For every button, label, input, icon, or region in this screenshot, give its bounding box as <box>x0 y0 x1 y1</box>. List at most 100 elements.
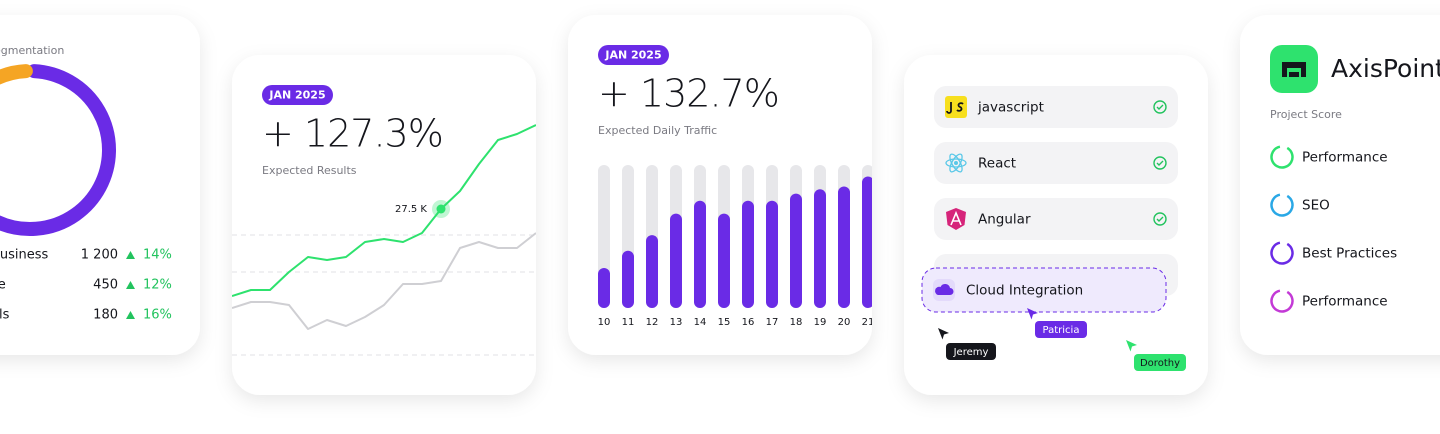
bar-chart: 10 11 12 13 14 15 16 17 18 19 20 21 <box>598 165 875 328</box>
x-tick-label: 11 <box>622 317 635 328</box>
tech-row[interactable] <box>934 198 1178 240</box>
js-icon <box>945 96 967 118</box>
trend-up <box>126 281 135 289</box>
x-tick-label: 15 <box>718 317 731 328</box>
card-title: Segmentation <box>0 44 64 57</box>
score-item: Performance <box>1302 294 1388 310</box>
trend-up <box>126 311 135 319</box>
score-label: Project Score <box>1270 108 1342 121</box>
score-list: Performance SEO Best Practices Performance <box>1270 145 1397 313</box>
cursor-name: Patricia <box>1043 325 1080 336</box>
line-chart: 27.5 K <box>232 124 536 330</box>
check-ring <box>1153 212 1167 226</box>
tech-row[interactable] <box>934 142 1178 184</box>
x-tick-label: 16 <box>742 317 755 328</box>
badge <box>262 85 333 105</box>
bar <box>598 267 610 308</box>
dragged-label: Cloud Integration <box>966 283 1083 299</box>
bar <box>670 213 682 308</box>
segment-value: 1 200 <box>81 248 118 263</box>
js-glyph <box>946 102 964 114</box>
highlight-point <box>436 204 446 214</box>
check-ring <box>1153 100 1167 114</box>
score-item: Performance <box>1302 150 1388 166</box>
bar <box>814 189 826 308</box>
react-orbit <box>945 158 967 168</box>
bar <box>622 250 634 308</box>
bar <box>718 213 730 308</box>
cursor-tag <box>946 343 996 360</box>
x-tick-label: 13 <box>670 317 683 328</box>
tech-name: javascript <box>977 100 1044 116</box>
donut-segment <box>0 64 116 236</box>
segment-name: Business <box>0 248 49 263</box>
cursor-arrow <box>1027 308 1038 320</box>
point-label: 27.5 K <box>395 204 427 215</box>
check-mark <box>1156 104 1164 110</box>
cursor-arrow <box>1126 340 1137 352</box>
segment-change: 14% <box>143 248 172 263</box>
caption: Expected Daily Traffic <box>598 124 717 137</box>
segment-value: 180 <box>93 308 118 323</box>
x-tick-label: 20 <box>838 317 851 328</box>
x-tick-label: 17 <box>766 317 779 328</box>
cursor-name: Jeremy <box>953 347 989 358</box>
bar <box>862 176 872 308</box>
cloud-icon <box>933 279 955 301</box>
tech-name: React <box>978 156 1016 172</box>
segment-change: 12% <box>143 278 172 293</box>
donut <box>0 64 116 236</box>
score-ring <box>1270 193 1294 217</box>
check-ring <box>1153 156 1167 170</box>
cursors: Jeremy Patricia Dorothy <box>938 308 1186 371</box>
score-ring <box>1270 241 1294 265</box>
x-tick-label: 21 <box>862 317 875 328</box>
trend-up <box>126 251 135 259</box>
tech-list: javascript React Angular <box>934 86 1178 240</box>
check-mark <box>1156 160 1164 166</box>
score-item: SEO <box>1302 198 1330 214</box>
angular-glyph <box>950 210 962 226</box>
headline: + 132.7% <box>598 72 779 116</box>
score-ring <box>1270 145 1294 169</box>
tech-row[interactable] <box>934 86 1178 128</box>
x-tick-label: 18 <box>790 317 803 328</box>
donut-segment <box>0 64 33 85</box>
caption: Expected Results <box>262 164 357 177</box>
headline: + 127.3% <box>262 112 443 156</box>
score-ring <box>1270 289 1294 313</box>
bar <box>742 200 754 308</box>
segment-name: se <box>0 278 6 293</box>
card-score <box>1240 15 1440 355</box>
cursor-tag <box>1134 354 1186 371</box>
bar <box>646 235 658 308</box>
brand: AxisPoint <box>1331 54 1440 83</box>
bar <box>790 193 802 308</box>
segment-name: als <box>0 308 10 323</box>
bar <box>766 200 778 308</box>
logo-mark <box>1282 62 1306 77</box>
segment-value: 450 <box>93 278 118 293</box>
dragged-item[interactable] <box>921 267 1167 313</box>
score-item: Best Practices <box>1302 246 1397 262</box>
bar <box>694 200 706 308</box>
tech-name: Angular <box>978 212 1031 228</box>
badge-text: JAN 2025 <box>604 49 661 62</box>
cursor-tag <box>1035 321 1087 338</box>
x-tick-label: 12 <box>646 317 659 328</box>
bar <box>838 186 850 308</box>
check-mark <box>1156 216 1164 222</box>
badge-text: JAN 2025 <box>268 89 325 102</box>
react-core <box>954 161 958 165</box>
series-line <box>232 232 536 330</box>
series-line <box>232 124 536 297</box>
x-tick-label: 19 <box>814 317 827 328</box>
cursor-arrow <box>938 328 949 340</box>
x-tick-label: 14 <box>694 317 707 328</box>
card-results <box>232 55 536 395</box>
segment-change: 16% <box>143 308 172 323</box>
react-orbit <box>949 153 963 173</box>
react-orbit <box>949 153 963 173</box>
